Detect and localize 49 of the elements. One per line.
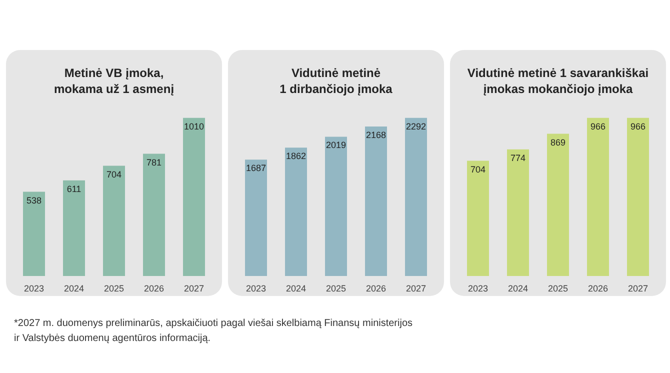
x-tick-label: 2027 <box>184 284 204 294</box>
x-tick-label: 2024 <box>64 284 84 294</box>
data-label: 2292 <box>406 121 426 132</box>
data-label: 966 <box>630 121 646 132</box>
bar <box>405 118 427 276</box>
x-tick-label: 2025 <box>104 284 124 294</box>
x-tick-label: 2027 <box>406 284 426 294</box>
x-tick-label: 2025 <box>548 284 568 294</box>
bar <box>587 118 609 276</box>
bar <box>547 134 569 276</box>
bar <box>23 192 45 276</box>
chart-title: Metinė VB įmoka, mokama už 1 asmenį <box>54 66 174 96</box>
bar <box>325 136 347 276</box>
bar <box>365 126 387 276</box>
data-label: 966 <box>590 121 606 132</box>
data-label: 2168 <box>366 130 386 140</box>
data-label: 869 <box>550 137 566 148</box>
x-tick-label: 2026 <box>366 284 386 294</box>
bar <box>245 160 267 276</box>
x-tick-label: 2024 <box>508 284 528 294</box>
bar <box>467 160 489 276</box>
x-tick-label: 2027 <box>628 284 648 294</box>
bar <box>183 118 205 276</box>
data-label: 1862 <box>286 151 306 162</box>
data-label: 2019 <box>326 140 346 150</box>
data-label: 774 <box>510 152 526 163</box>
data-label: 1687 <box>246 163 266 174</box>
text: *2027 m. duomenys preliminarūs, apskaičiuoti pagal viešai skelbiamą Finansų ministerijos ir Valstybės duomenų agentūros informaciją. <box>14 317 413 346</box>
data-label: 1010 <box>184 121 204 132</box>
bar <box>143 154 165 276</box>
data-label: 704 <box>470 164 486 174</box>
bar <box>63 180 85 276</box>
data-label: 781 <box>146 157 162 168</box>
x-tick-label: 2023 <box>468 284 488 294</box>
x-tick-label: 2026 <box>588 284 608 294</box>
bar <box>103 166 125 276</box>
x-tick-label: 2023 <box>24 284 44 294</box>
x-tick-label: 2024 <box>286 284 306 294</box>
bar <box>627 118 649 276</box>
x-tick-label: 2023 <box>246 284 266 294</box>
chart-title: Vidutinė metinė 1 dirbančiojo įmoka <box>280 66 393 96</box>
x-tick-label: 2026 <box>144 284 164 294</box>
chart-title: Vidutinė metinė 1 savarankiškai įmokas mokančiojo įmoka <box>467 66 649 96</box>
data-label: 704 <box>106 169 122 180</box>
bar <box>507 149 529 276</box>
data-label: 611 <box>66 184 82 194</box>
bar <box>285 148 307 276</box>
x-tick-label: 2025 <box>326 284 346 294</box>
data-label: 538 <box>26 195 42 206</box>
